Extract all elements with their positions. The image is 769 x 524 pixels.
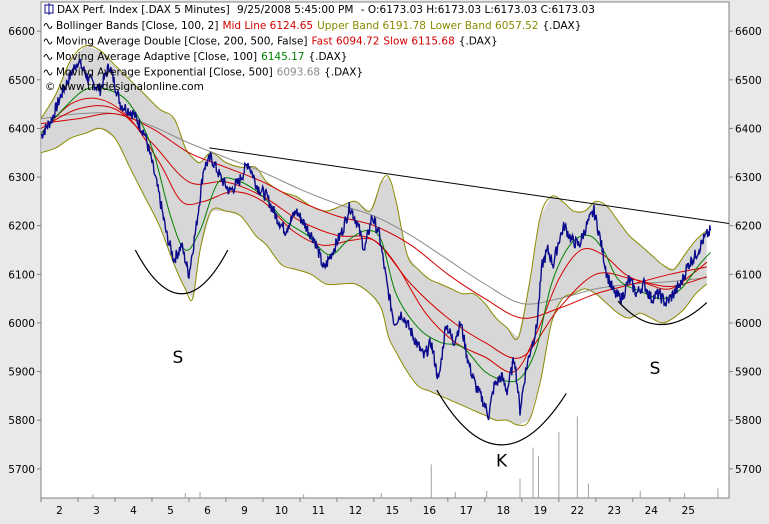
legend-row-value: Fast 6094.72	[312, 36, 380, 48]
y-tick-label-left: 6500	[8, 75, 35, 87]
bollinger-band-fill	[41, 45, 707, 426]
watermark-text: © www.tradesignalonline.com	[45, 81, 204, 93]
legend-instrument: DAX Perf. Index [.DAX 5 Minutes]	[57, 4, 230, 16]
legend-row: Bollinger Bands [Close, 100, 2] Mid Line …	[43, 20, 581, 32]
legend-row-text: Bollinger Bands [Close, 100, 2] Mid Line …	[56, 20, 581, 32]
y-tick-label-right: 6600	[735, 26, 762, 38]
pattern-arc	[436, 389, 567, 446]
legend: DAX Perf. Index [.DAX 5 Minutes] 9/25/20…	[43, 3, 595, 93]
bollinger-lower-band	[41, 127, 708, 426]
y-tick-label-left: 6200	[8, 221, 35, 233]
pattern-arc	[134, 249, 229, 295]
indicator-wave-icon	[43, 38, 53, 45]
pattern-label: K	[496, 451, 508, 471]
legend-row-value: 6145.17	[261, 51, 304, 63]
legend-row-value: 6093.68	[277, 67, 320, 79]
legend-row: Moving Average Double [Close, 200, 500, …	[43, 36, 498, 48]
x-tick-label: 17	[460, 505, 473, 517]
legend-row-value: {.DAX}	[542, 20, 581, 32]
x-tick-label: 25	[682, 505, 695, 517]
y-tick-label-left: 5700	[8, 464, 35, 476]
legend-row-value: {.DAX}	[459, 36, 498, 48]
y-tick-label-left: 5800	[8, 415, 35, 427]
ma-double-slow-line	[41, 112, 707, 319]
pattern-arc	[617, 300, 708, 326]
legend-row-label: Moving Average Exponential [Close, 500]	[56, 67, 273, 79]
legend-row-text: Moving Average Adaptive [Close, 100] 6145…	[56, 51, 347, 63]
y-tick-label-right: 6500	[735, 75, 762, 87]
legend-ohlc: - O:6173.03 H:6173.03 L:6173.03 C:6173.0…	[361, 4, 595, 16]
legend-row-value: Lower Band 6057.52	[430, 20, 539, 32]
x-tick-label: 19	[534, 505, 547, 517]
y-tick-label-right: 6300	[735, 172, 762, 184]
x-tick-label: 22	[571, 505, 584, 517]
x-tick-label: 12	[349, 505, 362, 517]
y-tick-label-right: 6000	[735, 318, 762, 330]
x-tick-label: 24	[645, 505, 659, 517]
resistance-trendline	[209, 147, 729, 225]
y-tick-label-right: 5800	[735, 415, 762, 427]
legend-row: Moving Average Exponential [Close, 500] 6…	[43, 67, 363, 79]
x-tick-label: 9	[241, 505, 248, 517]
legend-row-text: Moving Average Double [Close, 200, 500, …	[56, 36, 498, 48]
legend-row-text: Moving Average Exponential [Close, 500] 6…	[56, 67, 363, 79]
legend-row-label: Bollinger Bands [Close, 100, 2]	[56, 20, 218, 32]
y-tick-label-right: 6100	[735, 269, 762, 281]
x-tick-label: 23	[608, 505, 621, 517]
x-tick-label: 18	[497, 505, 510, 517]
y-tick-label-right: 6400	[735, 123, 762, 135]
legend-row-label: Moving Average Adaptive [Close, 100]	[56, 51, 257, 63]
x-tick-label: 6	[204, 505, 211, 517]
x-tick-label: 11	[312, 505, 325, 517]
y-tick-label-left: 6000	[8, 318, 35, 330]
pattern-annotations: S K S	[172, 348, 660, 472]
y-axis-left: 5700 5800 5900 6000 6100 6200 6300 6400 6500 6600	[8, 26, 41, 476]
legend-title-row: DAX Perf. Index [.DAX 5 Minutes] 9/25/20…	[44, 3, 595, 16]
ma-adaptive-line	[41, 86, 711, 383]
price-line[interactable]	[41, 58, 712, 421]
pattern-label: S	[172, 348, 183, 368]
indicator-wave-icon	[43, 23, 53, 29]
legend-datetime: 9/25/2008 5:45:00 PM	[237, 4, 353, 16]
x-tick-label: 4	[130, 505, 137, 517]
x-tick-label: 10	[275, 505, 288, 517]
legend-row-value: Upper Band 6191.78	[317, 20, 426, 32]
legend-row-value: {.DAX}	[324, 67, 363, 79]
svg-text:DAX Perf. Index [.DAX 5 Minute: DAX Perf. Index [.DAX 5 Minutes] 9/25/20…	[57, 4, 595, 16]
pattern-arcs	[134, 249, 708, 446]
legend-row-value: Slow 6115.68	[383, 36, 454, 48]
y-tick-label-left: 5900	[8, 367, 35, 379]
legend-row: Moving Average Adaptive [Close, 100] 6145…	[43, 51, 347, 63]
x-tick-label: 2	[56, 505, 63, 517]
y-tick-label-left: 6100	[8, 269, 35, 281]
ma-exponential-line	[41, 112, 707, 305]
indicator-wave-icon	[43, 69, 53, 76]
y-tick-label-left: 6400	[8, 123, 35, 135]
legend-row-label: Moving Average Double [Close, 200, 500, …	[56, 36, 308, 48]
bollinger-mid-line	[41, 97, 708, 373]
volume-bars	[92, 416, 719, 498]
legend-row-value: Mid Line 6124.65	[222, 20, 313, 32]
y-tick-label-right: 5700	[735, 464, 762, 476]
pattern-label: S	[650, 359, 661, 379]
y-tick-label-left: 6300	[8, 172, 35, 184]
y-tick-label-right: 5900	[735, 367, 762, 379]
x-tick-label: 15	[386, 505, 399, 517]
y-tick-label-left: 6600	[8, 26, 35, 38]
y-tick-label-right: 6200	[735, 221, 762, 233]
legend-indicator-rows: Bollinger Bands [Close, 100, 2] Mid Line …	[43, 20, 581, 79]
y-axis-right: 5700 5800 5900 6000 6100 6200 6300 6400 6500 6600	[729, 26, 762, 476]
legend-row-value: {.DAX}	[308, 51, 347, 63]
x-tick-label: 16	[423, 505, 437, 517]
x-tick-label: 5	[167, 505, 174, 517]
x-axis: 2 3 4 5 6 9 10 11 12 15 16 17 18 19 22 23 24 25	[40, 498, 695, 517]
x-tick-label: 3	[93, 505, 100, 517]
indicator-wave-icon	[43, 54, 53, 60]
